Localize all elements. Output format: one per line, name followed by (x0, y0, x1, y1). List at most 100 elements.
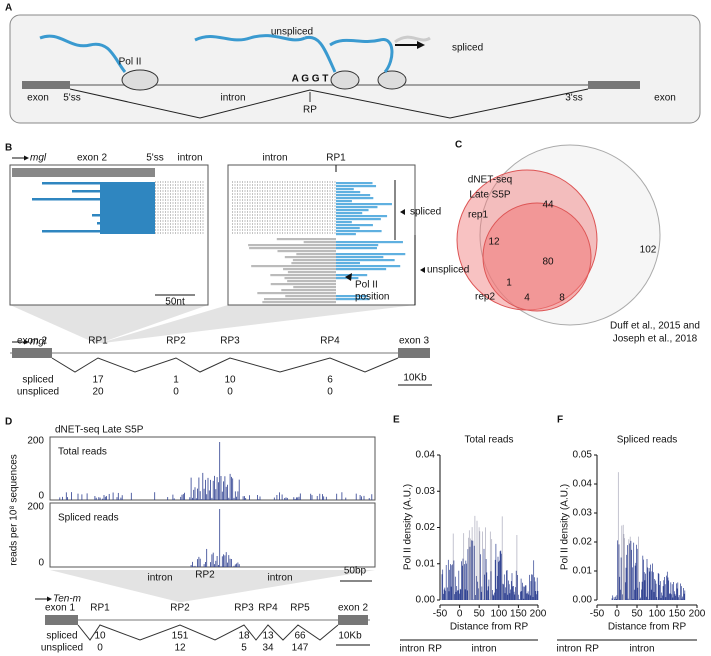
label: -50 (433, 609, 448, 620)
read (336, 185, 377, 188)
read (336, 182, 373, 185)
label: A G G T (292, 74, 329, 85)
read (336, 224, 373, 227)
lariat (394, 35, 431, 44)
gene-arrow (24, 339, 29, 345)
read (42, 182, 155, 185)
label: Spliced reads (617, 435, 678, 446)
exon-box (12, 348, 52, 358)
panel-letter: F (557, 415, 563, 426)
label: 50 (631, 609, 643, 620)
label: RP2 (166, 336, 186, 347)
label: 0.01 (573, 566, 593, 577)
exon-box (338, 615, 368, 625)
read (284, 277, 336, 280)
track-box (49, 502, 376, 568)
label: spliced (410, 207, 441, 218)
read (293, 286, 336, 289)
panel-a-frame (9, 14, 701, 124)
label: Pol II density (A.U.) (560, 484, 571, 570)
label: mgl (30, 337, 47, 348)
read (291, 262, 336, 265)
label: exon (27, 93, 49, 104)
label: dNET-seq (468, 175, 512, 186)
label: mgl (30, 153, 47, 164)
label: 4 (524, 293, 530, 304)
tracks (59, 442, 373, 567)
exon-box (22, 81, 70, 89)
label: 102 (640, 245, 657, 256)
label: 0 (97, 643, 103, 654)
label: 80 (542, 257, 554, 268)
label: intron (262, 153, 287, 164)
arrow-head (417, 41, 425, 49)
label: exon 2 (17, 336, 47, 347)
label: 20 (92, 387, 104, 398)
zoom-wedge (50, 570, 375, 602)
label: Pol II (355, 280, 378, 291)
read (336, 259, 395, 262)
read (32, 198, 155, 201)
exon-box (45, 615, 78, 625)
read (42, 230, 155, 233)
read (336, 218, 381, 221)
label: 0.04 (573, 479, 593, 490)
read (336, 215, 388, 218)
label: 100 (649, 609, 666, 620)
label: 0 (38, 491, 44, 502)
label: exon 1 (45, 603, 75, 614)
pol2-blob (330, 70, 360, 90)
read (276, 238, 336, 241)
label: RP4 (258, 603, 278, 614)
label: RP2 (170, 603, 190, 614)
read (336, 200, 352, 203)
read (251, 265, 336, 268)
label: RP (585, 644, 599, 655)
read (296, 253, 336, 256)
label: 200 (689, 609, 706, 620)
gene-arrow (47, 596, 52, 602)
label: unspliced (271, 27, 313, 38)
label: Distance from RP (608, 622, 687, 633)
read (336, 253, 406, 256)
marker (420, 267, 425, 273)
label: 0.01 (416, 558, 436, 569)
label: 50 (474, 609, 486, 620)
label: 100 (490, 609, 507, 620)
read (284, 256, 336, 259)
read (336, 256, 384, 259)
label: rep2 (475, 292, 495, 303)
label: 150 (510, 609, 527, 620)
zoom-wedge (10, 305, 208, 343)
label: 50nt (165, 297, 185, 308)
read (336, 206, 378, 209)
label: 12 (174, 643, 186, 654)
label: Total reads (465, 435, 514, 446)
label: 50bp (344, 566, 367, 577)
read (287, 280, 336, 283)
read (336, 209, 369, 212)
label: 1 (173, 375, 179, 386)
label: Total reads (58, 447, 107, 458)
read (292, 259, 336, 262)
label: RP3 (220, 336, 240, 347)
label: unspliced (41, 643, 83, 654)
label: 10Kb (338, 631, 362, 642)
label: intron (556, 644, 581, 655)
label: exon (654, 93, 676, 104)
label: reads per 10⁸ sequences (9, 454, 20, 566)
rna (329, 38, 394, 73)
label: intron (267, 573, 292, 584)
splice-junction (77, 624, 339, 641)
panel-letter: E (393, 415, 400, 426)
label: 3'ss (565, 93, 582, 104)
label: 12 (488, 237, 500, 248)
label: exon 2 (338, 603, 368, 614)
label: 5'ss (146, 153, 163, 164)
panel-letter: D (5, 417, 12, 428)
label: 0 (173, 387, 179, 398)
label: 8 (559, 293, 565, 304)
gene-arrow (24, 155, 29, 161)
label: 200 (27, 502, 44, 513)
